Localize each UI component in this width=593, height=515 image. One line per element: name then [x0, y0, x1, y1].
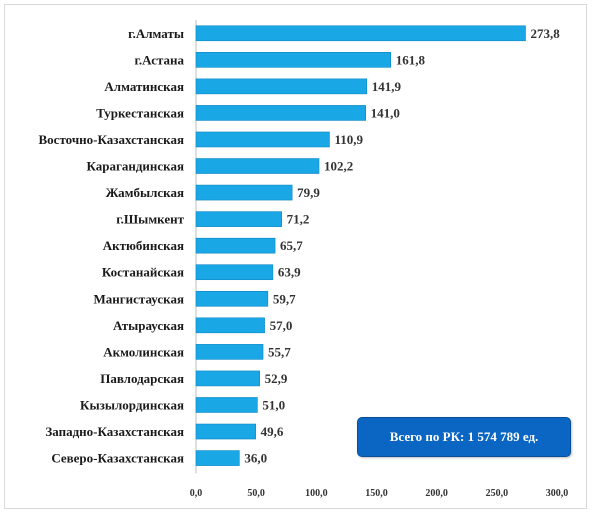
bar-value-label: 141,9 [372, 79, 402, 94]
category-label: Карагандинская [86, 159, 184, 174]
chart-frame [4, 4, 587, 509]
category-label: г.Астана [134, 52, 184, 67]
category-label: г.Шымкент [116, 212, 184, 227]
x-tick-label: 100,0 [305, 488, 328, 499]
bar-value-label: 110,9 [334, 132, 363, 147]
bar-value-label: 55,7 [268, 344, 291, 359]
bar [195, 131, 330, 148]
x-tick-label: 0,0 [190, 488, 203, 499]
bar-value-label: 52,9 [265, 371, 288, 386]
bar-value-label: 36,0 [244, 451, 267, 466]
x-tick-label: 150,0 [365, 488, 388, 499]
category-label: г.Алматы [128, 26, 184, 41]
category-label: Костанайская [102, 265, 184, 280]
x-tick-label: 300,0 [546, 488, 569, 499]
bar [195, 184, 293, 201]
bar-value-label: 59,7 [273, 291, 296, 306]
category-label: Восточно-Казахстанская [39, 132, 184, 147]
bar [195, 450, 240, 466]
category-label: Северо-Казахстанская [51, 451, 184, 466]
category-label: Западно-Казахстанская [45, 424, 184, 439]
bar [195, 25, 526, 42]
category-label: Атырауская [113, 318, 184, 333]
category-label: Павлодарская [100, 371, 184, 386]
category-label: Туркестанская [96, 105, 184, 120]
category-label: Актюбинская [103, 238, 184, 253]
bar-value-label: 63,9 [278, 265, 301, 280]
bar [195, 317, 265, 334]
bar-value-label: 79,9 [297, 185, 320, 200]
bar-value-label: 141,0 [371, 105, 400, 120]
category-label: Жамбылская [106, 185, 184, 200]
bar [195, 344, 264, 360]
bar [195, 423, 256, 440]
category-label: Алматинская [104, 79, 184, 94]
bar-value-label: 102,2 [324, 159, 353, 174]
bar [195, 158, 320, 174]
bar [195, 52, 391, 68]
x-tick-label: 200,0 [425, 488, 448, 499]
x-tick-label: 250,0 [486, 488, 509, 499]
category-label: Мангистауская [93, 291, 184, 306]
bar [195, 211, 282, 227]
bar [195, 105, 366, 121]
bar-value-label: 51,0 [262, 397, 285, 412]
bar-value-label: 273,8 [530, 26, 560, 41]
bar [195, 78, 368, 95]
total-summary-box: Всего по РК: 1 574 789 ед. [357, 417, 571, 457]
bar-value-label: 71,2 [287, 212, 310, 227]
total-summary-text: Всего по РК: 1 574 789 ед. [389, 429, 539, 444]
bar-value-label: 65,7 [280, 238, 303, 253]
bar [195, 397, 258, 413]
category-label: Акмолинская [103, 344, 184, 359]
bar [195, 264, 274, 281]
x-tick-label: 50,0 [247, 488, 265, 499]
bar [195, 370, 260, 387]
category-label: Кызылординская [80, 397, 184, 412]
bar-value-label: 161,8 [396, 52, 426, 67]
bar-value-label: 49,6 [261, 424, 284, 439]
bar [195, 290, 269, 307]
bar [195, 237, 276, 254]
bar-value-label: 57,0 [270, 318, 293, 333]
